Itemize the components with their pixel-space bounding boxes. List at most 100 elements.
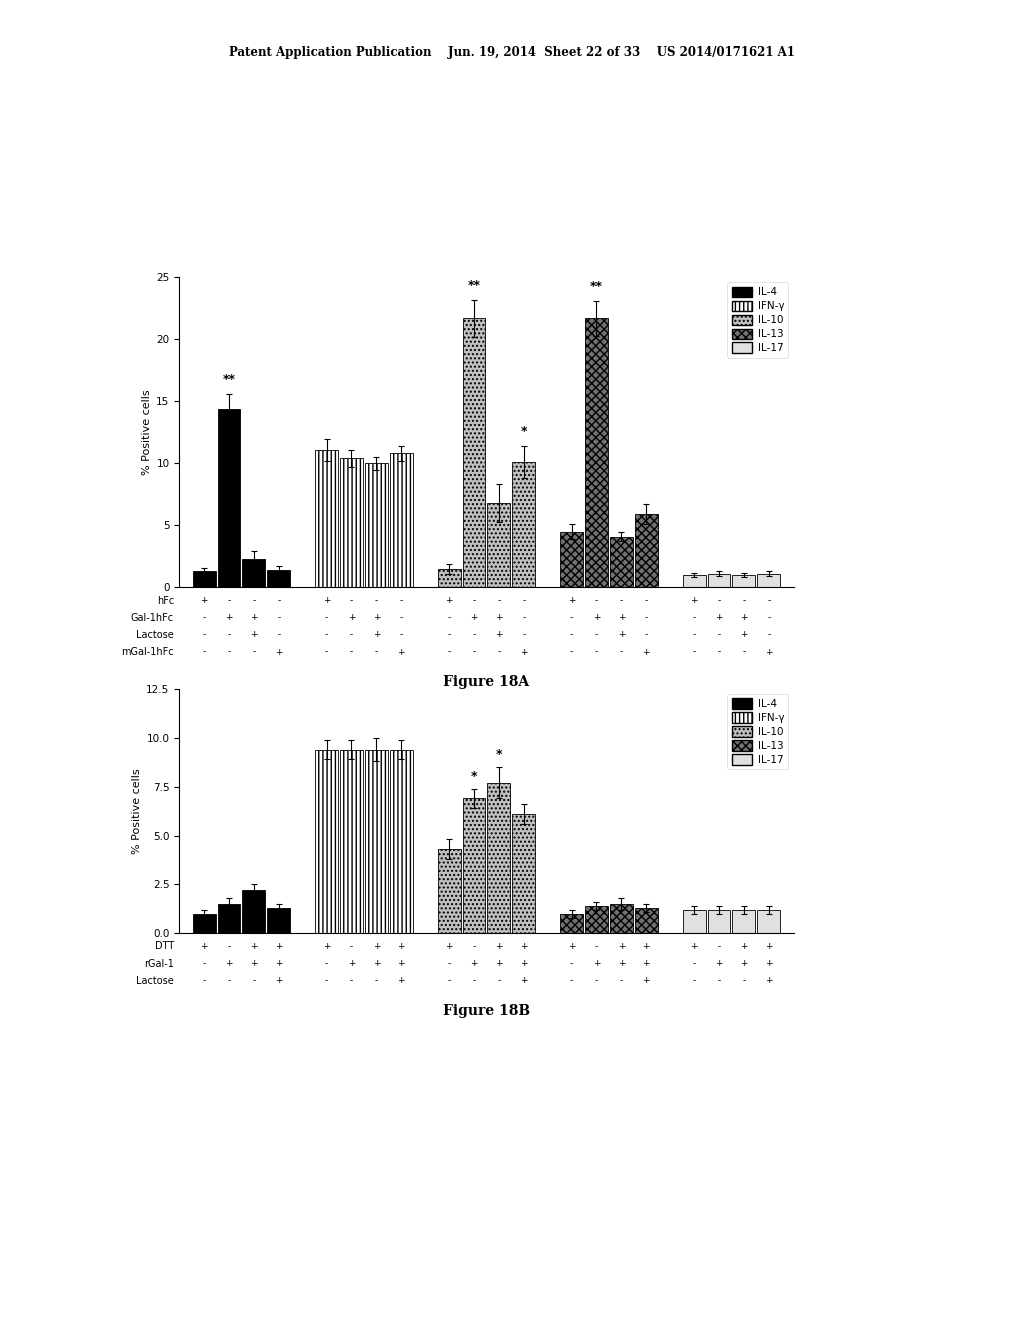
Text: -: - (227, 597, 230, 605)
Text: -: - (620, 648, 623, 656)
Text: **: ** (222, 374, 236, 385)
Text: -: - (498, 648, 501, 656)
Text: +: + (445, 942, 453, 950)
Text: -: - (692, 960, 695, 968)
Text: +: + (495, 631, 503, 639)
Legend: IL-4, IFN-γ, IL-10, IL-13, IL-17: IL-4, IFN-γ, IL-10, IL-13, IL-17 (727, 282, 788, 358)
Text: +: + (593, 614, 600, 622)
Bar (585, 906, 608, 933)
Text: **: ** (590, 280, 603, 293)
Text: -: - (498, 597, 501, 605)
Text: -: - (570, 631, 573, 639)
Text: -: - (325, 648, 329, 656)
Text: +: + (617, 960, 625, 968)
Text: -: - (718, 977, 721, 985)
Bar (437, 849, 461, 933)
Bar (193, 572, 215, 587)
Bar (732, 909, 756, 933)
Bar (267, 570, 290, 587)
Text: +: + (250, 631, 258, 639)
Text: *: * (520, 425, 527, 438)
Text: -: - (375, 648, 378, 656)
Text: **: ** (468, 279, 480, 292)
Text: -: - (203, 960, 206, 968)
Text: -: - (350, 942, 353, 950)
Bar (463, 318, 485, 587)
Text: -: - (325, 614, 329, 622)
Bar (635, 908, 657, 933)
Text: rGal-1: rGal-1 (144, 958, 174, 969)
Text: +: + (250, 614, 258, 622)
Text: -: - (742, 597, 745, 605)
Text: +: + (397, 960, 404, 968)
Text: -: - (692, 977, 695, 985)
Text: -: - (227, 977, 230, 985)
Text: +: + (373, 631, 380, 639)
Bar (512, 814, 536, 933)
Text: +: + (617, 614, 625, 622)
Bar (610, 904, 633, 933)
Text: -: - (252, 977, 255, 985)
Text: -: - (447, 960, 451, 968)
Text: +: + (275, 960, 283, 968)
Text: -: - (472, 942, 475, 950)
Text: -: - (375, 597, 378, 605)
Text: -: - (227, 631, 230, 639)
Text: +: + (495, 942, 503, 950)
Text: +: + (470, 960, 478, 968)
Text: +: + (323, 942, 331, 950)
Bar (610, 536, 633, 587)
Text: +: + (373, 614, 380, 622)
Text: -: - (595, 648, 598, 656)
Text: -: - (447, 977, 451, 985)
Text: -: - (570, 614, 573, 622)
Text: -: - (472, 597, 475, 605)
Text: +: + (690, 597, 697, 605)
Text: +: + (715, 960, 723, 968)
Text: -: - (252, 648, 255, 656)
Text: -: - (570, 960, 573, 968)
Text: *: * (496, 748, 502, 762)
Bar (585, 318, 608, 587)
Text: +: + (617, 942, 625, 950)
Text: +: + (445, 597, 453, 605)
Text: +: + (373, 942, 380, 950)
Text: -: - (278, 631, 281, 639)
Text: +: + (397, 977, 404, 985)
Text: -: - (570, 648, 573, 656)
Text: +: + (275, 648, 283, 656)
Text: +: + (520, 960, 527, 968)
Text: -: - (472, 631, 475, 639)
Bar (758, 909, 780, 933)
Text: -: - (227, 648, 230, 656)
Text: -: - (718, 942, 721, 950)
Bar (315, 450, 338, 587)
Text: -: - (644, 631, 648, 639)
Text: +: + (323, 597, 331, 605)
Text: +: + (568, 597, 575, 605)
Text: +: + (593, 960, 600, 968)
Text: -: - (350, 631, 353, 639)
Text: -: - (472, 977, 475, 985)
Bar (560, 532, 583, 587)
Y-axis label: % Positive cells: % Positive cells (142, 389, 152, 475)
Text: +: + (348, 960, 355, 968)
Text: +: + (201, 942, 208, 950)
Text: -: - (742, 977, 745, 985)
Text: -: - (692, 631, 695, 639)
Text: +: + (495, 960, 503, 968)
Text: Gal-1hFc: Gal-1hFc (131, 612, 174, 623)
Text: Figure 18B: Figure 18B (442, 1005, 530, 1018)
Text: -: - (325, 631, 329, 639)
Text: +: + (690, 942, 697, 950)
Text: -: - (767, 597, 770, 605)
Text: DTT: DTT (155, 941, 174, 952)
Text: -: - (718, 631, 721, 639)
Text: +: + (275, 977, 283, 985)
Text: +: + (765, 942, 772, 950)
Bar (512, 462, 536, 587)
Text: -: - (447, 648, 451, 656)
Text: -: - (767, 614, 770, 622)
Bar (683, 576, 706, 587)
Bar (758, 574, 780, 587)
